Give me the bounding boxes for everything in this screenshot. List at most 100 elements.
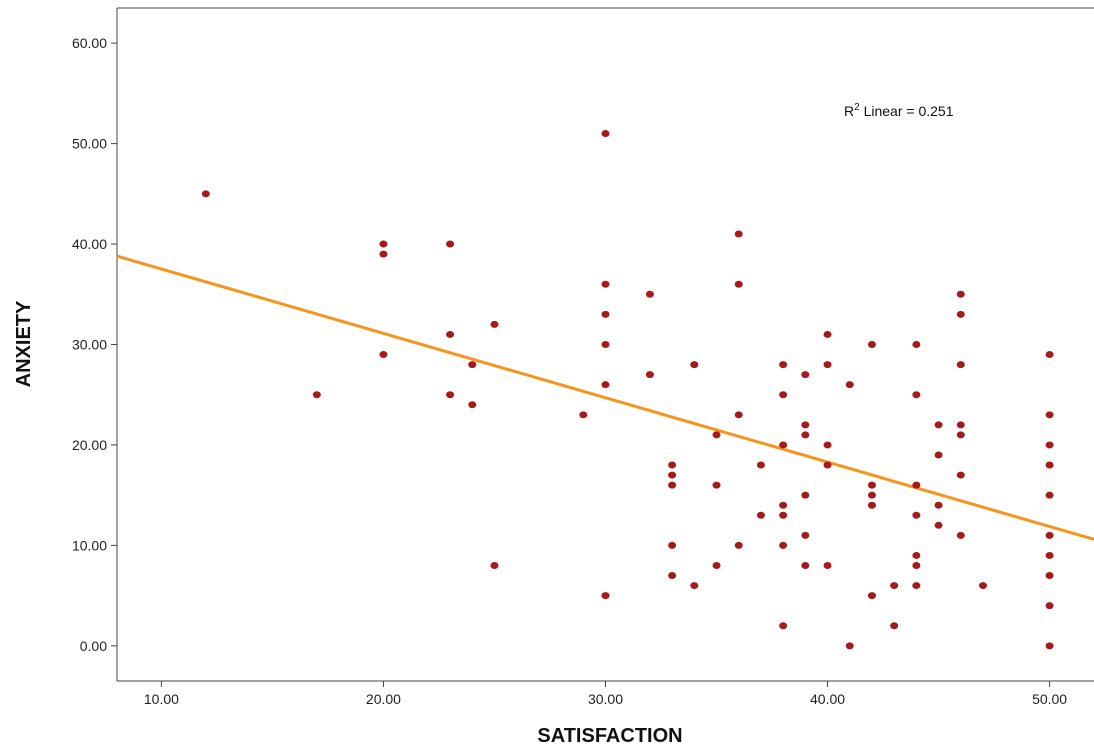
data-point bbox=[779, 441, 788, 449]
data-point bbox=[579, 411, 588, 419]
y-tick-label: 40.00 bbox=[72, 236, 107, 252]
data-point bbox=[867, 341, 876, 348]
data-point bbox=[756, 461, 765, 469]
data-point bbox=[468, 401, 477, 409]
data-point bbox=[823, 330, 832, 338]
data-point bbox=[712, 431, 721, 439]
data-point bbox=[468, 361, 477, 369]
data-point bbox=[668, 481, 677, 489]
data-point bbox=[956, 290, 965, 298]
data-point bbox=[912, 511, 921, 519]
data-point bbox=[912, 561, 921, 569]
data-point bbox=[1045, 551, 1054, 559]
data-point bbox=[978, 582, 987, 590]
data-point bbox=[379, 250, 388, 258]
data-point bbox=[934, 451, 943, 459]
data-point bbox=[801, 531, 810, 539]
data-point bbox=[956, 361, 965, 369]
data-point bbox=[779, 391, 788, 399]
data-point bbox=[779, 511, 788, 519]
data-point bbox=[912, 341, 921, 348]
data-point bbox=[690, 361, 699, 369]
y-tick-label: 30.00 bbox=[72, 337, 107, 353]
data-point bbox=[446, 391, 455, 399]
data-point bbox=[890, 582, 899, 590]
data-point bbox=[867, 491, 876, 499]
data-point bbox=[601, 310, 610, 318]
data-point bbox=[956, 531, 965, 539]
data-point bbox=[1045, 642, 1054, 650]
x-axis-title: SATISFACTION bbox=[537, 725, 682, 747]
data-point bbox=[734, 541, 743, 549]
data-point bbox=[801, 561, 810, 569]
data-point bbox=[1045, 411, 1054, 419]
data-point bbox=[601, 280, 610, 288]
data-point bbox=[890, 622, 899, 630]
x-tick-label: 10.00 bbox=[144, 691, 179, 707]
data-point bbox=[934, 501, 943, 509]
data-point bbox=[801, 371, 810, 379]
data-point bbox=[823, 361, 832, 369]
y-tick-label: 0.00 bbox=[80, 638, 107, 654]
data-point bbox=[601, 381, 610, 389]
data-point bbox=[912, 481, 921, 489]
data-point bbox=[956, 310, 965, 318]
data-point bbox=[801, 431, 810, 439]
data-point bbox=[956, 421, 965, 429]
data-point bbox=[1045, 602, 1054, 610]
data-point bbox=[1045, 441, 1054, 449]
data-point bbox=[801, 491, 810, 499]
data-point bbox=[779, 541, 788, 549]
data-point bbox=[779, 622, 788, 630]
data-point bbox=[379, 351, 388, 359]
data-point bbox=[934, 421, 943, 429]
data-point bbox=[601, 130, 610, 138]
data-point bbox=[446, 240, 455, 248]
data-point bbox=[934, 521, 943, 529]
data-point bbox=[956, 431, 965, 439]
data-point bbox=[1045, 531, 1054, 539]
linear-fit-line bbox=[116, 254, 1094, 541]
y-tick-label: 60.00 bbox=[72, 35, 107, 51]
data-point bbox=[956, 471, 965, 479]
data-point bbox=[668, 541, 677, 549]
data-point bbox=[490, 561, 499, 569]
data-point bbox=[690, 582, 699, 590]
data-point bbox=[867, 481, 876, 489]
data-point bbox=[1045, 572, 1054, 580]
data-point bbox=[779, 501, 788, 509]
data-point bbox=[712, 481, 721, 489]
data-point bbox=[201, 190, 210, 198]
y-tick-label: 10.00 bbox=[72, 537, 107, 553]
y-axis-title: ANXIETY bbox=[13, 300, 35, 387]
data-point bbox=[801, 421, 810, 429]
data-point bbox=[867, 501, 876, 509]
data-point bbox=[1045, 491, 1054, 499]
x-tick-label: 30.00 bbox=[588, 691, 623, 707]
data-point bbox=[845, 381, 854, 389]
x-tick-label: 40.00 bbox=[810, 691, 845, 707]
data-point bbox=[734, 411, 743, 419]
data-point bbox=[645, 371, 654, 379]
data-point bbox=[1045, 461, 1054, 469]
data-point bbox=[823, 561, 832, 569]
data-point bbox=[668, 572, 677, 580]
r-squared-annotation: R2 Linear = 0.251 bbox=[844, 102, 954, 119]
data-point bbox=[734, 280, 743, 288]
data-point bbox=[645, 290, 654, 298]
data-point bbox=[912, 551, 921, 559]
x-tick-label: 20.00 bbox=[366, 691, 401, 707]
x-tick-label: 50.00 bbox=[1032, 691, 1067, 707]
data-point bbox=[845, 642, 854, 650]
data-point bbox=[601, 592, 610, 600]
y-tick-label: 50.00 bbox=[72, 136, 107, 152]
data-point bbox=[1045, 351, 1054, 359]
data-point bbox=[823, 441, 832, 449]
data-point bbox=[446, 330, 455, 338]
data-point bbox=[734, 230, 743, 238]
data-point bbox=[312, 391, 321, 399]
data-point bbox=[712, 561, 721, 569]
data-point bbox=[668, 461, 677, 469]
data-point bbox=[379, 240, 388, 248]
